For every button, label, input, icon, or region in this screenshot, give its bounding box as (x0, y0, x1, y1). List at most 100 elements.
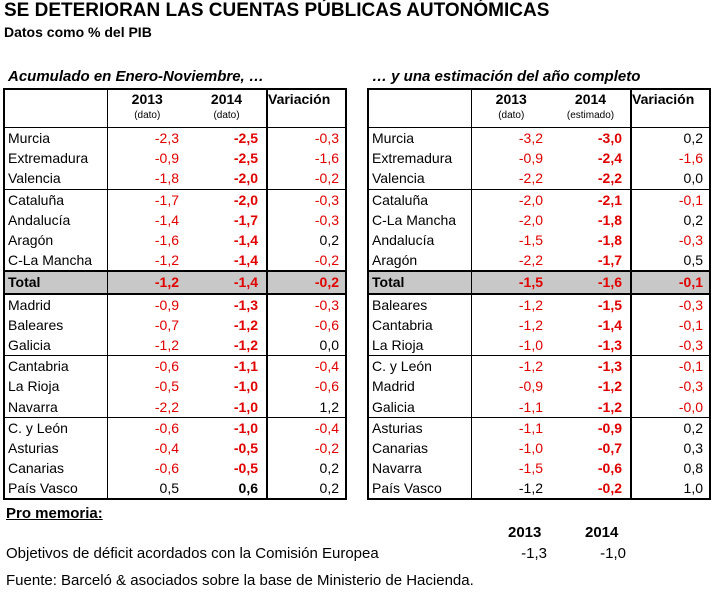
region-name: Aragón (3, 229, 108, 251)
value-2014: -1,4 (187, 250, 268, 272)
region-name: Total (3, 270, 108, 295)
value-2014: -1,3 (551, 355, 632, 377)
region-name: C. y León (3, 416, 108, 438)
value-variation: -0,3 (631, 292, 711, 315)
table-row: Baleares -0,7 -1,2 -0,6 (3, 314, 347, 335)
value-variation: 0,0 (267, 334, 347, 356)
value-2014: -0,5 (187, 437, 268, 458)
value-2013: -0,6 (154, 460, 179, 477)
value-2014: -2,5 (187, 127, 268, 149)
region-name: Asturias (3, 437, 108, 458)
value-2014: -2,4 (551, 148, 632, 169)
value-2013: -0,9 (107, 292, 187, 315)
column-header: Variación (631, 88, 711, 108)
value-2013: -0,4 (154, 439, 179, 456)
region-name: C. y León (367, 355, 472, 377)
header-empty-cell (367, 88, 472, 108)
value-variation: -0,0 (631, 396, 711, 418)
region-name: Andalucía (367, 229, 472, 251)
value-2014: -1,4 (187, 270, 268, 295)
value-2013: -2,0 (518, 211, 543, 228)
left-section-heading: Acumulado en Enero-Noviembre, … (8, 68, 264, 85)
value-2013: -0,9 (518, 378, 543, 395)
table-row: C. y León -0,6 -1,0 -0,4 (3, 416, 347, 438)
value-2013: -3,2 (471, 127, 551, 149)
table-row: Asturias -0,4 -0,5 -0,2 (3, 437, 347, 458)
value-variation: 0,2 (631, 209, 711, 230)
column-subheader (267, 108, 347, 128)
left-table: 2013 2014 Variación (dato) (dato) Murcia -2,3-… (3, 88, 347, 501)
value-variation: -0,4 (267, 355, 347, 377)
value-2014: -0,2 (551, 478, 632, 501)
column-header: 2014 (551, 88, 632, 108)
value-variation: -0,3 (631, 376, 711, 397)
value-variation: -0,3 (267, 292, 347, 315)
region-name: Andalucía (3, 209, 108, 230)
value-2013: -1,2 (471, 292, 551, 315)
value-2014: -1,8 (551, 229, 632, 251)
region-name: Aragón (367, 250, 472, 272)
value-2014: -1,5 (551, 292, 632, 315)
column-header: 2013 (107, 88, 187, 108)
value-variation: 0,2 (631, 127, 711, 149)
value-variation: 1,2 (267, 396, 347, 418)
value-2014: -1,4 (551, 314, 632, 335)
subheader-row: (dato) (estimado) (367, 108, 711, 128)
region-name: Valencia (3, 168, 108, 190)
value-2013: -2,0 (471, 188, 551, 210)
value-variation: -0,6 (267, 376, 347, 397)
value-2014: -2,2 (551, 168, 632, 190)
right-table: 2013 2014 Variación (dato) (estimado) Murcia -… (367, 88, 711, 501)
region-name: Baleares (367, 292, 472, 315)
region-name: Cataluña (367, 188, 472, 210)
region-name: C-La Mancha (367, 209, 472, 230)
value-2013: -0,5 (154, 378, 179, 395)
header-empty-cell (3, 88, 108, 108)
value-2014: -2,1 (551, 188, 632, 210)
value-2013: -1,2 (107, 270, 187, 295)
value-variation: -0,1 (631, 188, 711, 210)
region-name: Cataluña (3, 188, 108, 210)
pro-memoria-year-2014: 2014 (585, 524, 619, 541)
value-2014: -1,7 (187, 209, 268, 230)
table-row: Galicia -1,1 -1,2 -0,0 (367, 396, 711, 418)
value-2014: -1,8 (551, 209, 632, 230)
header-row: 2013 2014 Variación (3, 88, 347, 108)
value-variation: -0,3 (267, 209, 347, 230)
table-row: Navarra -2,2 -1,0 1,2 (3, 396, 347, 418)
region-name: Canarias (367, 437, 472, 458)
total-row: Total -1,2 -1,4 -0,2 (3, 270, 347, 295)
table-row: C-La Mancha -2,0 -1,8 0,2 (367, 209, 711, 230)
table-row: La Rioja -0,5 -1,0 -0,6 (3, 376, 347, 397)
table-row: Murcia -2,3 -2,5 -0,3 (3, 127, 347, 149)
value-2013: -1,5 (518, 460, 543, 477)
value-2014: -3,0 (551, 127, 632, 149)
value-2013: -2,2 (518, 170, 543, 187)
value-2014: -0,9 (551, 416, 632, 438)
table-row: Andalucía -1,4 -1,7 -0,3 (3, 209, 347, 230)
table-row: País Vasco 0,5 0,6 0,2 (3, 478, 347, 501)
region-name: Extremadura (367, 148, 472, 169)
page-subtitle: Datos como % del PIB (4, 24, 152, 40)
region-name: Madrid (367, 376, 472, 397)
value-2013: 0,5 (107, 478, 187, 501)
region-name: Baleares (3, 314, 108, 335)
value-2013: -2,2 (154, 398, 179, 415)
value-variation: 0,2 (267, 458, 347, 479)
value-2013: -0,9 (154, 150, 179, 167)
region-name: Cantabria (3, 355, 108, 377)
value-2013: -1,4 (154, 211, 179, 228)
region-name: Asturias (367, 416, 472, 438)
value-2013: -1,2 (471, 478, 551, 501)
table-row: Aragón -1,6 -1,4 0,2 (3, 229, 347, 251)
value-variation: 0,8 (631, 458, 711, 479)
value-variation: -0,2 (267, 250, 347, 272)
value-variation: 1,0 (631, 478, 711, 501)
region-name: Murcia (367, 127, 472, 149)
value-2013: -0,6 (107, 355, 187, 377)
value-variation: -0,2 (267, 168, 347, 190)
value-2013: -0,9 (518, 150, 543, 167)
table-row: Cataluña -2,0 -2,1 -0,1 (367, 188, 711, 210)
pro-memoria-year-2013: 2013 (508, 524, 542, 541)
region-name: La Rioja (3, 376, 108, 397)
